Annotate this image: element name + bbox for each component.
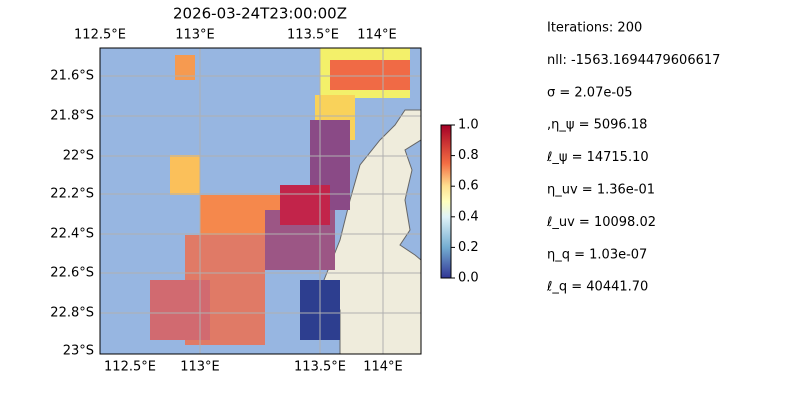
y-tick-label: 21.6°S — [50, 69, 94, 84]
colorbar-tick-label: 0.4 — [458, 209, 479, 224]
info-line: η_q = 1.03e-07 — [547, 247, 647, 262]
x-tick-label: 113.5°E — [287, 28, 339, 43]
x-tick-label: 113°E — [175, 28, 215, 43]
heat-patches — [150, 48, 410, 345]
colorbar-tick-label: 0.6 — [458, 179, 479, 194]
map-frame — [99, 47, 422, 355]
y-tick-label: 22.2°S — [50, 187, 94, 202]
map-area — [100, 48, 421, 354]
x-tick-label: 113.5°E — [294, 360, 346, 375]
y-tick-label: 22°S — [63, 149, 94, 164]
y-tick-label: 22.8°S — [50, 306, 94, 321]
y-tick-label: 22.6°S — [50, 266, 94, 281]
info-line: ℓ_uv = 10098.02 — [546, 215, 656, 230]
x-tick-label: 113°E — [180, 360, 220, 375]
x-labels-top: 112.5°E 113°E 113.5°E 114°E — [74, 28, 397, 43]
info-line: σ = 2.07e-05 — [547, 85, 633, 100]
info-line: ,η_ψ = 5096.18 — [547, 118, 647, 133]
x-tick-label: 114°E — [363, 360, 403, 375]
y-tick-label: 21.8°S — [50, 109, 94, 124]
y-tick-label: 23°S — [63, 344, 94, 359]
info-line: ℓ_ψ = 14715.10 — [546, 150, 649, 165]
x-labels-bottom: 112.5°E 113°E 113.5°E 114°E — [104, 360, 403, 375]
x-tick-label: 112.5°E — [74, 28, 126, 43]
x-tick-label: 114°E — [357, 28, 397, 43]
colorbar — [440, 124, 452, 279]
info-line: nll: -1563.1694479606617 — [547, 53, 720, 68]
colorbar-tick-label: 0.8 — [458, 148, 479, 163]
bay — [399, 139, 421, 261]
colorbar-tick-label: 0.2 — [458, 240, 479, 255]
info-line: ℓ_q = 40441.70 — [546, 280, 648, 295]
info-line: Iterations: 200 — [547, 21, 642, 36]
info-line: η_uv = 1.36e-01 — [547, 183, 655, 198]
colorbar-tick-label: 1.0 — [458, 118, 479, 133]
colorbar-tick-label: 0.0 — [458, 271, 479, 286]
land — [319, 48, 421, 354]
y-labels: 21.6°S 21.8°S 22°S 22.2°S 22.4°S 22.6°S 22.8°S… — [50, 69, 94, 359]
map-title: 2026-03-24T23:00:00Z — [173, 5, 347, 23]
colorbar-ticks: 0.0 0.2 0.4 0.6 0.8 1.0 — [451, 118, 479, 286]
x-tick-label: 112.5°E — [104, 360, 156, 375]
y-tick-label: 22.4°S — [50, 227, 94, 242]
info-panel: Iterations: 200 nll: -1563.1694479606617 σ… — [546, 21, 720, 295]
